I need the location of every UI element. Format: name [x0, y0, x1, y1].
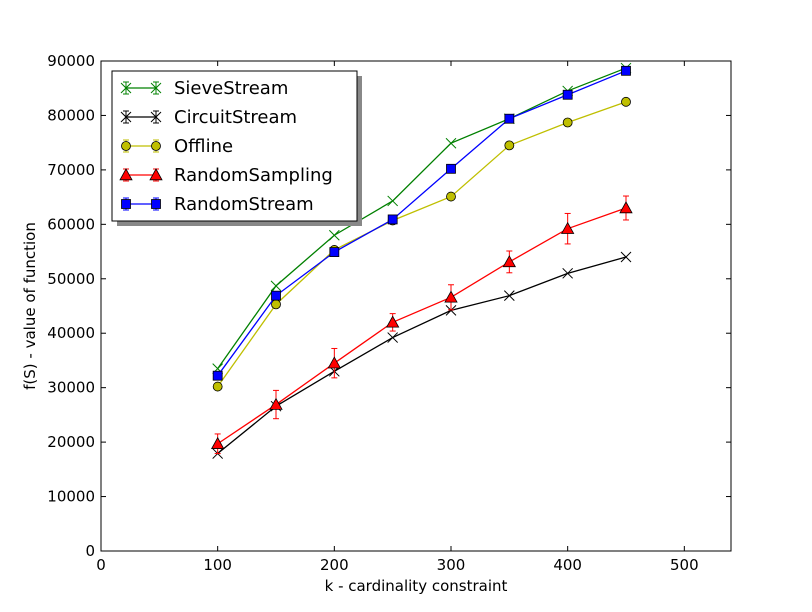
legend-marker	[151, 199, 161, 209]
y-tick-label: 80000	[47, 106, 95, 124]
x-tick-label: 400	[553, 556, 582, 574]
series-line	[217, 207, 627, 445]
y-tick-label: 20000	[47, 433, 95, 451]
x-tick-label: 300	[437, 556, 466, 574]
series-line	[217, 70, 627, 377]
legend-marker	[119, 168, 133, 181]
series-line	[217, 67, 627, 369]
y-tick-label: 90000	[47, 52, 95, 70]
data-point	[446, 163, 456, 174]
y-tick-label: 50000	[47, 270, 95, 288]
data-point	[444, 290, 458, 303]
legend-entry: Offline	[121, 136, 233, 157]
legend-entry: SieveStream	[120, 78, 288, 99]
y-tick-label: 70000	[47, 161, 95, 179]
legend-entry: CircuitStream	[120, 107, 297, 128]
legend-marker	[120, 82, 132, 94]
series-circuitstream	[212, 251, 632, 459]
legend-marker	[150, 111, 162, 123]
data-point	[560, 221, 575, 234]
x-tick-label: 500	[670, 556, 699, 574]
x-tick-label: 200	[320, 556, 349, 574]
legend-label: CircuitStream	[174, 107, 297, 128]
axes: 0 100 200 300 400 500 0 10000 20000 30000 40000 500…	[47, 52, 732, 574]
series-line	[217, 101, 627, 387]
x-axis-label: k - cardinality constraint	[325, 577, 508, 595]
data-point	[445, 305, 457, 316]
data-point	[562, 89, 573, 100]
series-line	[217, 256, 627, 455]
data-point	[327, 356, 342, 369]
data-point	[212, 370, 223, 381]
data-point	[562, 117, 573, 128]
data-point	[502, 255, 517, 268]
y-tick-label: 0	[85, 542, 95, 560]
data-point	[387, 214, 398, 225]
data-point	[271, 290, 281, 301]
series-randomsampling	[210, 195, 633, 455]
y-tick-label: 30000	[47, 379, 95, 397]
data-point	[271, 299, 281, 310]
legend-entry: RandomStream	[121, 194, 314, 215]
plot-area	[210, 62, 633, 459]
data-point	[329, 247, 340, 258]
legend-label: RandomStream	[174, 194, 314, 215]
data-point	[210, 436, 225, 449]
y-tick-label: 40000	[47, 324, 95, 342]
y-tick-label: 60000	[47, 215, 95, 233]
x-tick-label: 0	[96, 556, 106, 574]
data-point	[328, 229, 340, 241]
data-point	[621, 96, 631, 107]
data-point	[212, 381, 223, 392]
data-point	[387, 195, 399, 207]
legend-marker	[120, 111, 132, 123]
data-point	[385, 315, 400, 328]
plot-frame	[100, 60, 732, 552]
legend-label: RandomSampling	[174, 165, 333, 186]
x-tick-label: 100	[203, 556, 232, 574]
legend-label: Offline	[174, 136, 233, 157]
data-point	[445, 137, 457, 149]
legend-marker	[149, 168, 163, 181]
legend-entry: RandomSampling	[119, 165, 333, 186]
legend: SieveStream CircuitStream Offline RandomSam…	[111, 70, 362, 226]
data-point	[504, 140, 515, 151]
legend-marker	[151, 141, 161, 151]
data-point	[620, 251, 632, 263]
data-point	[269, 397, 283, 410]
y-tick-label: 10000	[47, 488, 95, 506]
legend-marker	[121, 141, 131, 151]
data-point	[446, 191, 456, 202]
legend-label: SieveStream	[174, 78, 288, 99]
legend-marker	[121, 199, 131, 209]
data-point	[562, 267, 574, 279]
series-randomstream	[212, 65, 631, 381]
data-point	[621, 65, 631, 76]
data-point	[270, 280, 282, 292]
data-point	[619, 201, 633, 214]
data-point	[504, 113, 515, 124]
y-axis-label: f(S) - value of function	[21, 222, 39, 390]
legend-marker	[150, 82, 162, 94]
data-point	[387, 332, 399, 343]
data-point	[503, 290, 515, 302]
